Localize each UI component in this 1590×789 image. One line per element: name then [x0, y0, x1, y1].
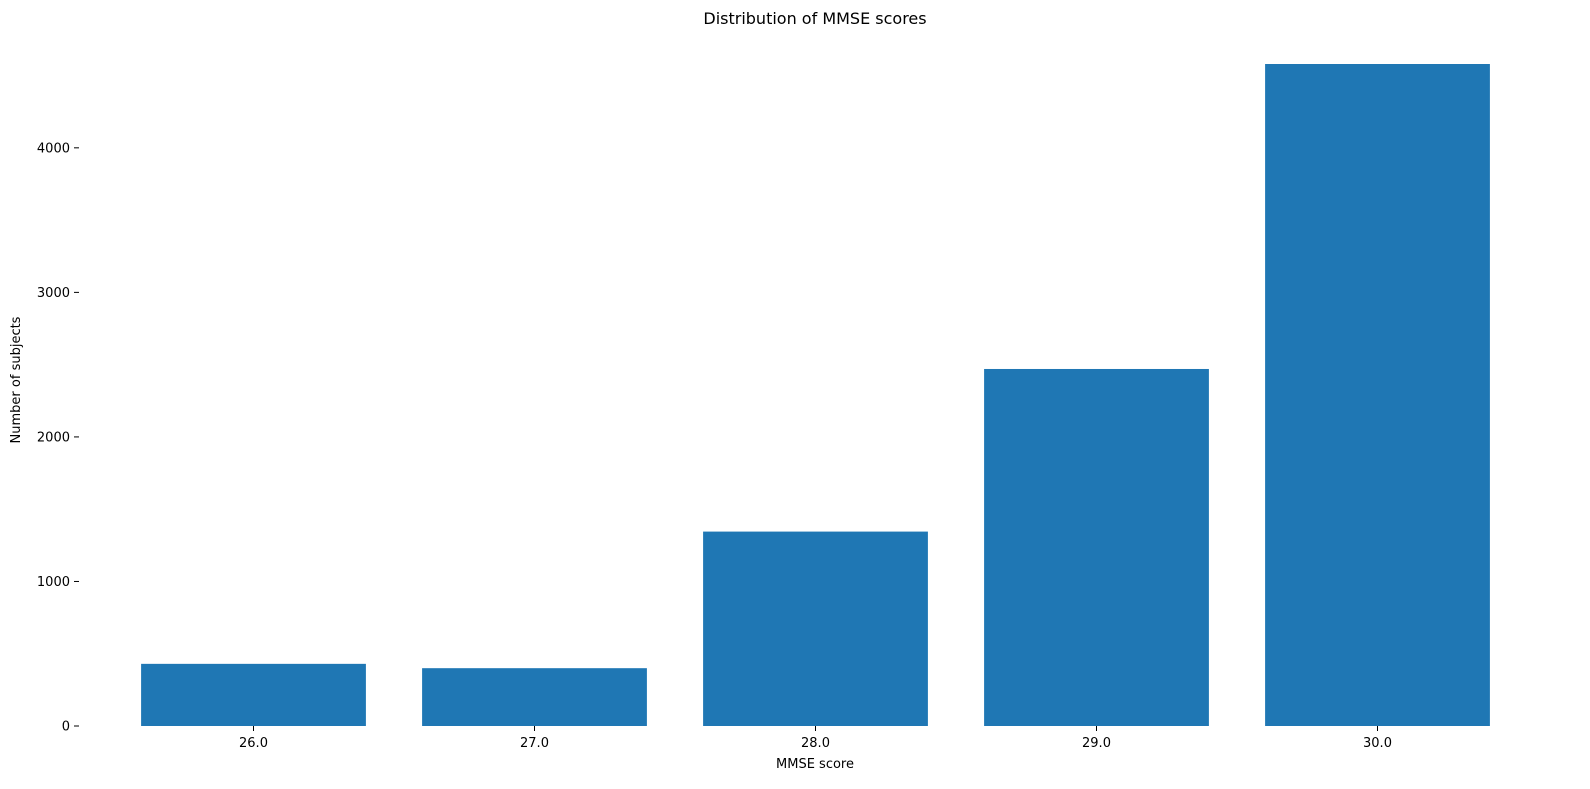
chart-title: Distribution of MMSE scores — [703, 9, 926, 28]
y-tick-label: 0 — [62, 720, 70, 735]
y-tick-label: 1000 — [37, 575, 70, 590]
y-tick-label: 4000 — [37, 141, 70, 156]
bar-26.0 — [141, 663, 366, 726]
bar-27.0 — [422, 668, 647, 726]
y-tick-label: 3000 — [37, 286, 70, 301]
x-axis-ticks: 26.0 27.0 28.0 29.0 30.0 — [239, 726, 1392, 751]
x-axis-title: MMSE score — [776, 757, 854, 772]
y-axis-title: Number of subjects — [9, 316, 24, 443]
x-tick-label: 29.0 — [1082, 736, 1111, 751]
y-axis-ticks: 0 1000 2000 3000 4000 — [37, 141, 79, 735]
x-tick-label: 26.0 — [239, 736, 268, 751]
bar-28.0 — [703, 531, 928, 726]
x-tick-label: 27.0 — [520, 736, 549, 751]
y-tick-label: 2000 — [37, 430, 70, 445]
x-tick-label: 28.0 — [801, 736, 830, 751]
x-tick-label: 30.0 — [1363, 736, 1392, 751]
bar-29.0 — [984, 368, 1209, 726]
bars-group — [141, 64, 1490, 726]
bar-30.0 — [1265, 64, 1490, 726]
